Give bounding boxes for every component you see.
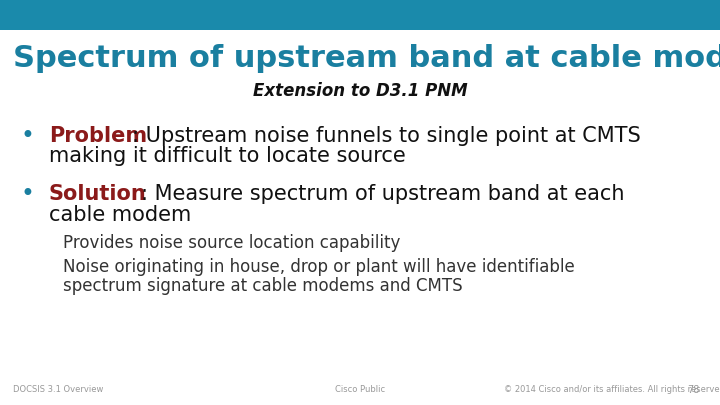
Text: : Upstream noise funnels to single point at CMTS: : Upstream noise funnels to single point…	[132, 126, 641, 146]
Text: Noise originating in house, drop or plant will have identifiable: Noise originating in house, drop or plan…	[63, 258, 575, 276]
Text: •: •	[20, 124, 34, 148]
Text: 78: 78	[688, 385, 700, 394]
Text: cable modem: cable modem	[49, 205, 192, 225]
Text: Cisco Public: Cisco Public	[335, 385, 385, 394]
Text: Problem: Problem	[49, 126, 147, 146]
Text: DOCSIS 3.1 Overview: DOCSIS 3.1 Overview	[13, 385, 104, 394]
Text: © 2014 Cisco and/or its affiliates. All rights reserved.: © 2014 Cisco and/or its affiliates. All …	[504, 385, 720, 394]
Text: •: •	[20, 182, 34, 207]
Text: : Measure spectrum of upstream band at each: : Measure spectrum of upstream band at e…	[141, 184, 625, 205]
Text: Spectrum of upstream band at cable modem: Spectrum of upstream band at cable modem	[13, 44, 720, 73]
Text: Solution: Solution	[49, 184, 147, 205]
Text: spectrum signature at cable modems and CMTS: spectrum signature at cable modems and C…	[63, 277, 463, 294]
Bar	[0, 0, 720, 30]
Text: making it difficult to locate source: making it difficult to locate source	[49, 146, 405, 166]
Text: Extension to D3.1 PNM: Extension to D3.1 PNM	[253, 82, 467, 100]
Text: Provides noise source location capability: Provides noise source location capabilit…	[63, 234, 401, 252]
